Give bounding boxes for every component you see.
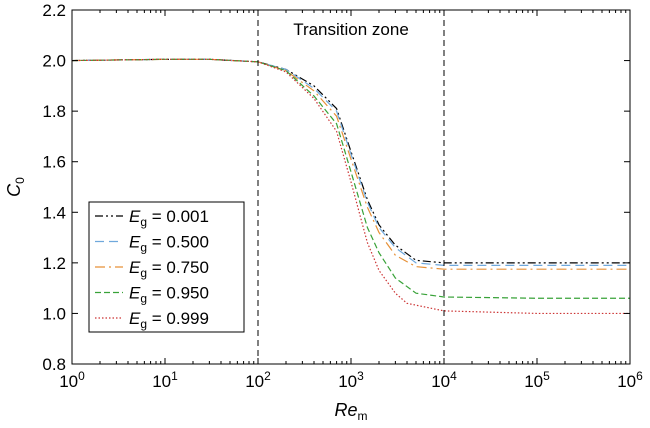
legend-entry: Eg = 0.500 [129, 233, 209, 255]
y-axis: 0.8 1.0 1.2 1.4 1.6 1.8 2.0 2.2 [42, 1, 630, 374]
x-tick-label: 101 [152, 369, 178, 391]
y-tick-label: 1.8 [42, 102, 66, 121]
y-tick-label: 2.2 [42, 1, 66, 20]
series-line-4 [72, 58, 630, 315]
y-tick-label: 1.2 [42, 254, 66, 273]
x-tick-label: 103 [338, 369, 364, 391]
x-tick-label: 100 [59, 369, 85, 391]
series-line-3 [72, 58, 630, 299]
axis-titles: Rem C0 [4, 177, 368, 423]
x-axis-title: Rem [334, 400, 367, 423]
transition-lines [257, 10, 445, 364]
y-tick-label: 2.0 [42, 52, 66, 71]
legend-entry: Eg = 0.750 [129, 258, 209, 280]
transition-zone-label: Transition zone [293, 20, 409, 39]
legend-box [88, 201, 245, 333]
x-tick-label: 106 [617, 369, 643, 391]
y-tick-label: 0.8 [42, 355, 66, 374]
series-line-2 [72, 58, 630, 270]
legend-entry: Eg = 0.950 [129, 284, 209, 306]
y-tick-label: 1.0 [42, 304, 66, 323]
y-tick-label: 1.4 [42, 203, 66, 222]
legend-entry: Eg = 0.999 [129, 309, 209, 331]
legend-entry: Eg = 0.001 [129, 207, 209, 229]
x-axis: 100 101 102 103 104 105 106 [59, 10, 643, 391]
y-axis-title: C0 [4, 177, 27, 197]
series-layer [72, 58, 630, 315]
series-line-1 [72, 58, 630, 266]
y-tick-label: 1.6 [42, 153, 66, 172]
legend: Eg = 0.001 Eg = 0.500 Eg = 0.750 Eg = 0.950… [88, 201, 245, 333]
annotations: Transition zone [293, 20, 409, 39]
x-tick-label: 102 [245, 369, 271, 391]
x-tick-label: 105 [524, 369, 550, 391]
x-tick-label: 104 [431, 369, 457, 391]
